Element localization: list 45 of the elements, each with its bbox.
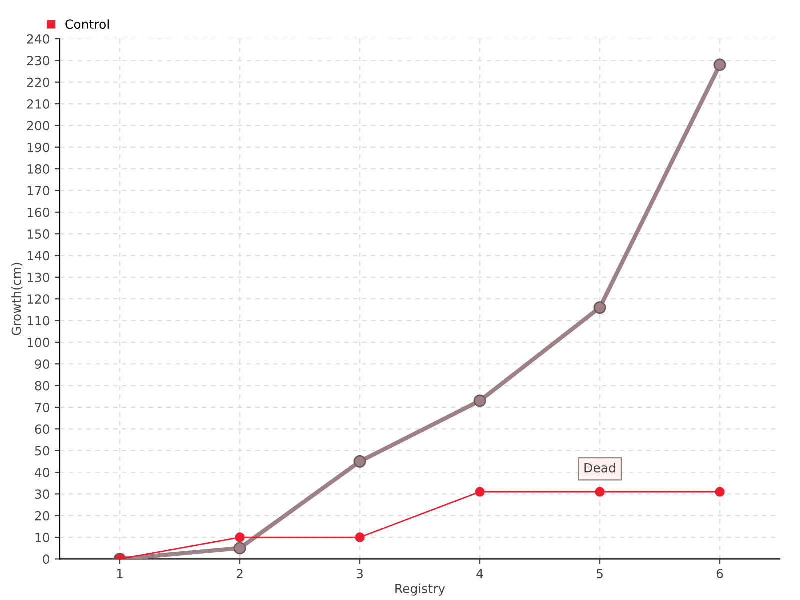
point	[594, 302, 606, 314]
annotation: Dead	[584, 463, 616, 473]
point	[475, 487, 485, 497]
y-tick-label: 40	[34, 468, 50, 478]
point	[595, 487, 605, 497]
x-tick-label: 4	[476, 569, 484, 578]
point	[354, 455, 366, 468]
y-tick-label: 230	[27, 56, 50, 66]
y-tick-label: 100	[28, 338, 50, 348]
y-tick-label: 200	[27, 121, 50, 131]
legend-label: Control	[66, 19, 109, 30]
point	[715, 487, 725, 497]
y-tick-label: 0	[43, 554, 50, 564]
y-tick-label: 80	[35, 381, 50, 391]
x-tick-label: 3	[356, 569, 363, 579]
point	[714, 58, 726, 72]
point	[474, 394, 486, 408]
y-tick-label: 10	[36, 532, 50, 542]
y-tick-label: 220	[27, 78, 50, 88]
y-tick-label: 210	[27, 99, 50, 109]
y-tick-label: 70	[35, 402, 50, 412]
y-tick-label: 20	[35, 511, 50, 521]
x-tick-label: 1	[117, 569, 123, 578]
y-tick-label: 180	[28, 164, 50, 174]
y-tick-label: 60	[35, 424, 50, 434]
point	[234, 542, 246, 555]
x-tick-label: 6	[716, 569, 724, 579]
x-axis-title: Registry	[396, 584, 446, 596]
point	[355, 532, 365, 542]
y-tick-label: 130	[28, 272, 50, 282]
y-tick-label: 50	[35, 446, 50, 456]
y-tick-label: 160	[28, 208, 50, 218]
y-tick-label: 240	[27, 34, 50, 44]
x-tick-label: 2	[236, 569, 243, 578]
y-axis-title: Growth(cm)	[12, 263, 23, 336]
y-tick-label: 30	[35, 490, 50, 500]
point	[235, 532, 245, 542]
y-tick-label: 150	[28, 230, 50, 239]
y-tick-label: 120	[28, 294, 50, 304]
y-tick-label: 110	[28, 316, 50, 326]
x-tick-label: 5	[596, 569, 603, 579]
y-tick-label: 170	[28, 186, 50, 196]
y-tick-label: 140	[28, 251, 50, 261]
y-tick-label: 90	[35, 360, 50, 370]
y-tick-label: 190	[28, 142, 50, 152]
